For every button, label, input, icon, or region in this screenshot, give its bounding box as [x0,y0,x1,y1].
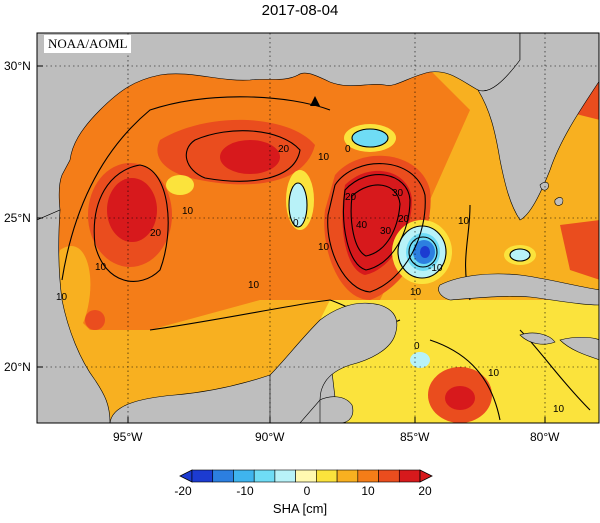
sha-high-south-inner [445,386,475,410]
colorbar [179,469,433,483]
contour-label: 0 [345,144,351,155]
contour-label: 20 [150,228,162,239]
lat-label-30n: 30°N [4,59,31,73]
contour-label: 30 [392,188,404,199]
lat-label-25n: 25°N [4,211,31,225]
colorbar-label: SHA [cm] [272,501,328,516]
contour-label: 10 [56,292,68,303]
contour-label: 10 [553,404,565,415]
colorbar-swatch [191,469,214,483]
contour-label: 10 [95,262,107,273]
colorbar-tick-label: 10 [361,484,375,498]
colorbar-swatch [336,469,359,483]
contour-label: 30 [380,226,392,237]
contour-label: 20 [345,192,357,203]
colorbar-swatch [357,469,379,483]
map-title: 2017-08-04 [261,2,339,19]
colorbar-min-arrow [179,469,193,483]
lon-label-95w: 95°W [113,430,143,444]
sha-high-gulf-small [85,310,105,330]
map-frame [36,32,600,424]
sha-high-north-inner [220,140,280,174]
contour-lines [61,96,591,421]
colorbar-swatch [398,469,421,483]
lon-label-90w: 90°W [255,430,285,444]
contour-label: 10 [410,287,422,298]
colorbar-max-arrow [419,469,433,483]
credit-label: NOAA/AOML [44,35,132,53]
sha-high-west-inner [107,178,157,242]
sha-low-patch [410,352,430,368]
tick-marks [37,65,546,423]
contour-label: 0 [414,341,420,352]
station-marker-triangle [310,96,320,106]
land [37,33,599,423]
contour-label: 10 [318,242,330,253]
contour-label: 20 [278,144,290,155]
sha-low-patch [166,175,194,195]
sha-low-patch [289,183,307,227]
contour-label-group: 10 20 20 10 10 10 10 30 40 20 20 30 10 0… [56,144,565,415]
contour-label: 10 [318,152,330,163]
sha-eddy-cold-4 [420,246,430,258]
colorbar-swatch [378,469,400,483]
colorbar-tick-label: -10 [236,484,254,498]
contour-label: 10 [248,280,260,291]
contour-label: 10 [488,368,500,379]
colorbar-tick-label: -20 [174,484,192,498]
contour-label: 0 [293,218,299,229]
colorbar-swatch [233,469,255,483]
colorbar-tick-label: 20 [418,484,432,498]
colorbar-swatch [316,469,338,483]
sha-low-patch [352,129,388,147]
sha-high-east-2 [560,220,599,280]
contour-label: -10 [428,263,443,274]
colorbar-tick-label: 0 [304,484,311,498]
colorbar-swatch [253,469,276,483]
colorbar-swatch [212,469,234,483]
colorbar-swatch [274,469,296,483]
contour-label: 40 [356,220,368,231]
lon-label-85w: 85°W [400,430,430,444]
contour-label: 10 [182,206,194,217]
sha-low-patch [510,249,530,261]
contour-label: 20 [398,214,410,225]
lon-label-80w: 80°W [530,430,560,444]
colorbar-swatch [295,469,317,483]
contour-label: 10 [458,216,470,227]
lat-label-20n: 20°N [4,360,31,374]
grid-lines [37,33,599,423]
